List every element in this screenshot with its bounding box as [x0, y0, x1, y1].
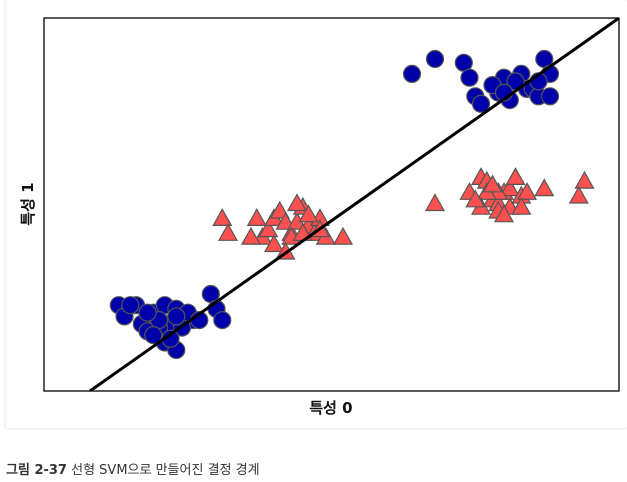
class1-triangle-point [511, 196, 532, 215]
plot-marks [89, 18, 619, 391]
class0-circle-point [471, 94, 491, 113]
class1-triangle-point [465, 189, 486, 208]
class1-triangle-point [246, 208, 267, 226]
class1-triangle-point [568, 185, 589, 204]
class0-circle-point [425, 49, 445, 69]
class1-triangle-point [505, 167, 526, 185]
class0-circle-point [167, 307, 186, 326]
class0-circle-point [213, 311, 232, 330]
x-axis-label: 특성 0 [309, 399, 352, 417]
class0-circle-point [138, 303, 157, 322]
class0-circle-point [144, 326, 163, 345]
figure-caption-text: 선형 SVM으로 만들어진 결정 경계 [71, 463, 260, 478]
class1-triangle-point [286, 193, 308, 212]
class1-triangle-point [258, 219, 279, 238]
class1-triangle-point [212, 208, 233, 226]
class0-circle-point [460, 68, 479, 87]
decision-boundary-line [89, 18, 619, 391]
class1-triangle-point [263, 234, 285, 253]
class0-circle-point [121, 296, 140, 315]
figure-number: 그림 2-37 [6, 463, 67, 478]
plot-frame [43, 17, 620, 392]
class1-triangle-point [298, 204, 319, 223]
class1-triangle-point [424, 193, 446, 212]
class1-triangle-point [332, 226, 354, 245]
y-axis-label: 특성 1 [19, 182, 37, 225]
scatter-chart: 특성 0 특성 1 [19, 17, 620, 417]
class1-triangle-point [499, 178, 520, 197]
figure-card: 특성 0 특성 1 [6, 0, 627, 428]
class1-triangle-point [574, 170, 595, 189]
class1-triangle-point [269, 200, 290, 219]
class1-triangle-point [240, 226, 262, 245]
class1-triangle-point [516, 182, 538, 200]
class0-circle-point [402, 64, 422, 84]
figure-caption: 그림 2-37 선형 SVM으로 만들어진 결정 경계 [6, 459, 260, 478]
class1-triangle-point [493, 204, 515, 223]
class0-circle-point [540, 87, 560, 106]
class1-triangle-point [534, 178, 555, 197]
plot-area [44, 18, 619, 391]
class1-triangle-point [482, 174, 503, 193]
class1-triangle-point [217, 223, 239, 241]
